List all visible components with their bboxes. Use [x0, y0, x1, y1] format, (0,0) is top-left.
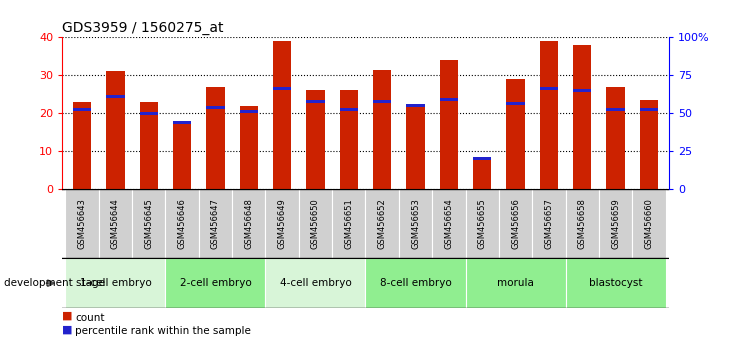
Bar: [240, 110, 258, 113]
Bar: [273, 87, 292, 90]
Text: 2-cell embryo: 2-cell embryo: [180, 278, 251, 288]
Text: GSM456647: GSM456647: [211, 199, 220, 249]
Bar: [466, 189, 499, 258]
Text: GSM456650: GSM456650: [311, 199, 320, 249]
Bar: [399, 189, 432, 258]
Bar: [573, 45, 591, 189]
Text: development stage: development stage: [4, 278, 105, 288]
Text: GSM456645: GSM456645: [144, 199, 154, 249]
Bar: [539, 87, 558, 90]
Bar: [340, 91, 358, 189]
Bar: [439, 60, 458, 189]
Bar: [206, 87, 224, 189]
Bar: [132, 189, 165, 258]
Bar: [73, 102, 91, 189]
Bar: [507, 102, 525, 105]
Bar: [299, 189, 332, 258]
Text: ■: ■: [62, 311, 72, 321]
Bar: [206, 106, 224, 109]
Text: morula: morula: [497, 278, 534, 288]
Bar: [439, 98, 458, 102]
Text: blastocyst: blastocyst: [588, 278, 643, 288]
Text: GDS3959 / 1560275_at: GDS3959 / 1560275_at: [62, 21, 224, 35]
Bar: [265, 258, 366, 308]
Bar: [606, 87, 625, 189]
Text: count: count: [75, 313, 105, 323]
Bar: [366, 258, 466, 308]
Bar: [466, 258, 566, 308]
Text: GSM456653: GSM456653: [411, 199, 420, 249]
Bar: [73, 108, 91, 111]
Bar: [306, 100, 325, 103]
Bar: [199, 189, 232, 258]
Bar: [173, 123, 192, 189]
Text: ■: ■: [62, 325, 72, 335]
Bar: [373, 100, 391, 103]
Bar: [432, 189, 466, 258]
Text: GSM456649: GSM456649: [278, 199, 287, 249]
Text: GSM456654: GSM456654: [444, 199, 453, 249]
Bar: [539, 41, 558, 189]
Text: GSM456646: GSM456646: [178, 199, 186, 249]
Text: GSM456658: GSM456658: [577, 199, 587, 249]
Text: 8-cell embryo: 8-cell embryo: [379, 278, 451, 288]
Text: GSM456651: GSM456651: [344, 199, 353, 249]
Bar: [473, 158, 491, 160]
Bar: [406, 105, 425, 189]
Bar: [106, 72, 125, 189]
Bar: [340, 108, 358, 111]
Bar: [106, 95, 125, 98]
Bar: [566, 189, 599, 258]
Bar: [606, 108, 625, 111]
Text: percentile rank within the sample: percentile rank within the sample: [75, 326, 251, 336]
Bar: [66, 189, 99, 258]
Bar: [373, 69, 391, 189]
Bar: [532, 189, 566, 258]
Text: GSM456657: GSM456657: [545, 199, 553, 249]
Bar: [507, 79, 525, 189]
Bar: [640, 108, 658, 111]
Bar: [499, 189, 532, 258]
Bar: [140, 112, 158, 115]
Text: GSM456656: GSM456656: [511, 199, 520, 249]
Bar: [232, 189, 265, 258]
Bar: [273, 41, 292, 189]
Bar: [573, 89, 591, 92]
Text: GSM456643: GSM456643: [77, 199, 87, 249]
Bar: [165, 258, 265, 308]
Bar: [332, 189, 366, 258]
Bar: [240, 105, 258, 189]
Bar: [140, 102, 158, 189]
Text: 1-cell embryo: 1-cell embryo: [80, 278, 151, 288]
Bar: [599, 189, 632, 258]
Text: GSM456644: GSM456644: [111, 199, 120, 249]
Bar: [632, 189, 665, 258]
Text: GSM456648: GSM456648: [244, 199, 254, 249]
Text: GSM456652: GSM456652: [378, 199, 387, 249]
Bar: [306, 91, 325, 189]
Bar: [366, 189, 399, 258]
Bar: [165, 189, 199, 258]
Text: GSM456655: GSM456655: [477, 199, 487, 249]
Bar: [99, 189, 132, 258]
Bar: [173, 121, 192, 124]
Text: GSM456659: GSM456659: [611, 199, 620, 249]
Bar: [265, 189, 299, 258]
Bar: [640, 100, 658, 189]
Bar: [566, 258, 665, 308]
Bar: [473, 159, 491, 189]
Bar: [406, 104, 425, 107]
Text: 4-cell embryo: 4-cell embryo: [280, 278, 352, 288]
Bar: [66, 258, 165, 308]
Text: GSM456660: GSM456660: [644, 199, 654, 249]
